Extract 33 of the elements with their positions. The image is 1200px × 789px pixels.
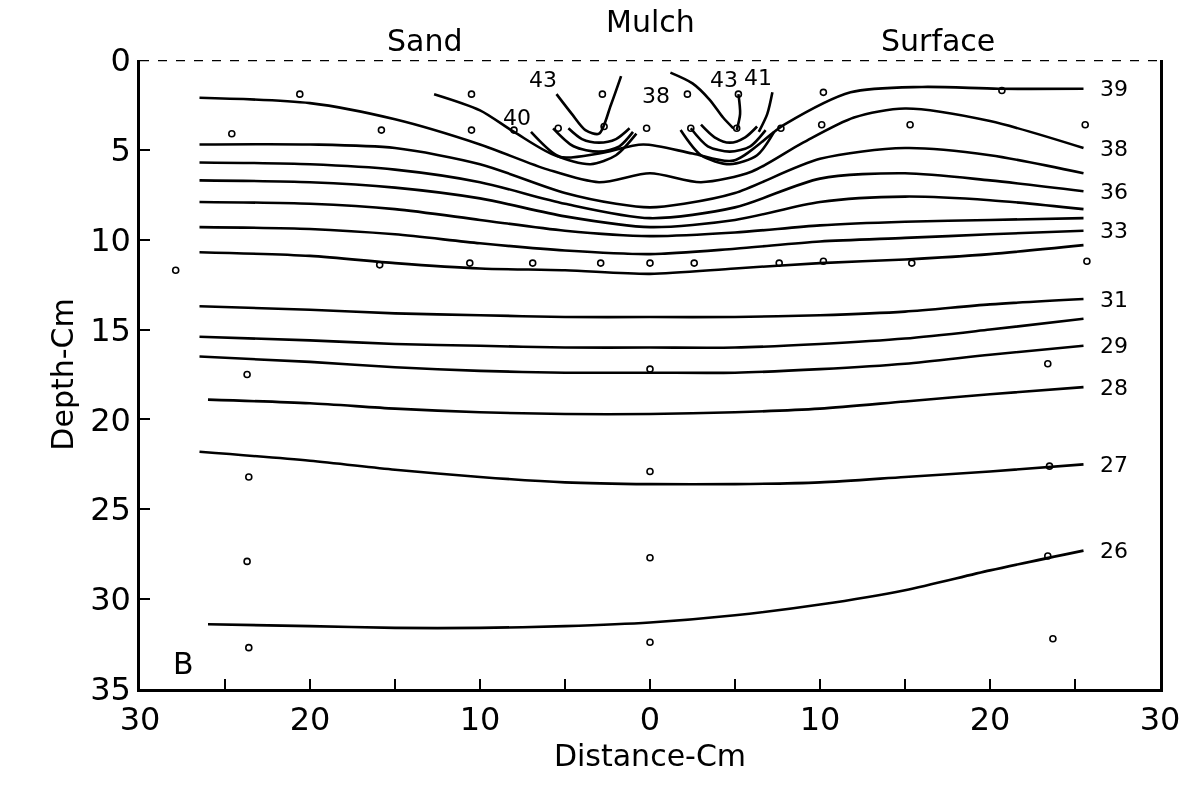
series-label: 29 <box>1100 333 1128 358</box>
series-label: 38 <box>1100 136 1128 161</box>
y-tick-label: 0 <box>110 41 131 80</box>
series-label: 28 <box>1100 375 1128 400</box>
series-label: 36 <box>1100 179 1128 204</box>
series-label: 39 <box>1100 76 1128 101</box>
series-label: 40 <box>503 105 531 130</box>
x-tick-label: 20 <box>289 700 331 739</box>
series-label: 43 <box>529 67 557 92</box>
series-label: 33 <box>1100 218 1128 243</box>
y-tick-label: 5 <box>110 131 131 170</box>
series-label: 27 <box>1100 452 1128 477</box>
y-tick-label: 20 <box>90 400 131 439</box>
series-label: 31 <box>1100 287 1128 312</box>
x-tick-label: 10 <box>459 700 501 739</box>
x-tick-label: 20 <box>969 700 1011 739</box>
y-tick-label: 10 <box>90 220 131 259</box>
annotation: B <box>173 646 194 681</box>
x-tick-label: 0 <box>639 700 661 739</box>
y-tick-label: 15 <box>90 310 131 349</box>
text: Sand <box>387 23 463 58</box>
x-tick-label: 30 <box>1139 700 1181 739</box>
y-tick-label: 30 <box>90 580 131 619</box>
text: Mulch <box>606 4 695 39</box>
y-tick-label: 25 <box>90 490 131 529</box>
x-tick-label: 10 <box>799 700 841 739</box>
y-axis-title: Depth-Cm <box>45 298 81 451</box>
text: Surface <box>881 23 996 58</box>
series-label: 26 <box>1100 538 1128 563</box>
series-label: 43 <box>710 67 738 92</box>
series-label: 38 <box>642 83 670 108</box>
x-axis-title: Distance-Cm <box>553 738 747 774</box>
series-label: 41 <box>744 65 772 90</box>
